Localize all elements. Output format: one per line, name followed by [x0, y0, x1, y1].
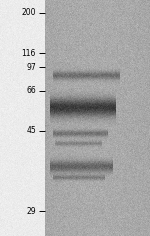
- Text: 200: 200: [21, 8, 36, 17]
- Text: 29: 29: [26, 207, 36, 216]
- Text: 116: 116: [22, 49, 36, 58]
- Text: 45: 45: [26, 126, 36, 135]
- Text: 97: 97: [26, 63, 36, 72]
- Text: 66: 66: [26, 86, 36, 95]
